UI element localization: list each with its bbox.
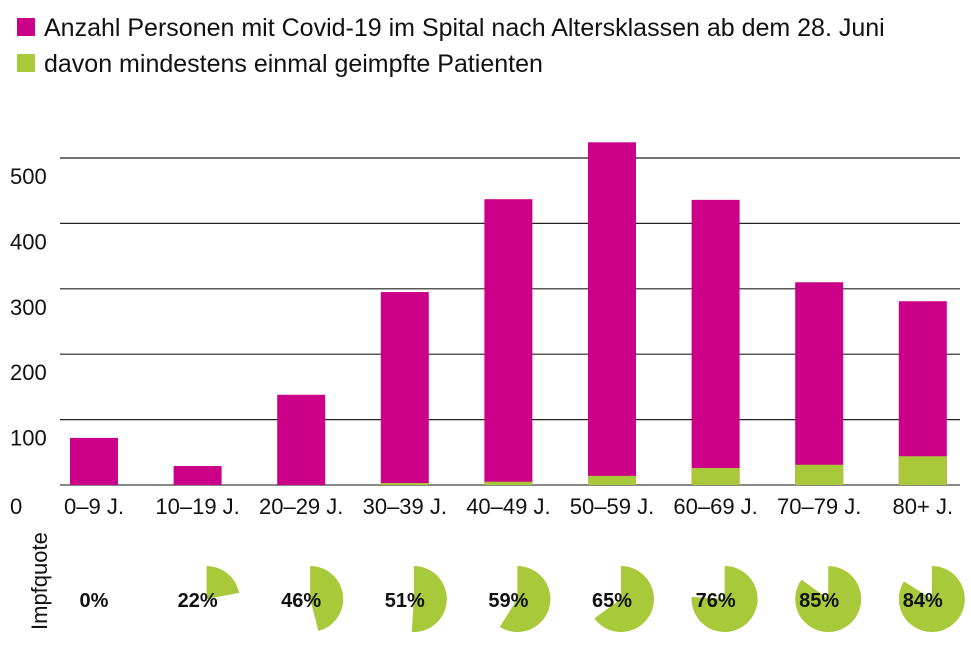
bar-vaccinated bbox=[484, 481, 533, 485]
y-tick-label: 300 bbox=[10, 295, 47, 320]
bar-vaccinated bbox=[380, 483, 429, 485]
x-tick-label: 40–49 J. bbox=[466, 494, 550, 519]
impfquote-value: 76% bbox=[696, 590, 736, 612]
bar-total bbox=[277, 394, 326, 485]
impfquote-value: 22% bbox=[178, 590, 218, 612]
impfquote-pie bbox=[898, 566, 965, 633]
bar-total bbox=[380, 292, 429, 485]
x-tick-label: 30–39 J. bbox=[363, 494, 447, 519]
impfquote-pie bbox=[795, 566, 862, 633]
impfquote-pie bbox=[411, 566, 447, 633]
x-tick-label: 70–79 J. bbox=[777, 494, 861, 519]
impfquote-value: 84% bbox=[903, 590, 943, 612]
impfquote-pie bbox=[206, 566, 240, 599]
x-tick-label: 80+ J. bbox=[893, 494, 954, 519]
impfquote-value: 85% bbox=[799, 590, 839, 612]
impfquote-pie bbox=[310, 566, 344, 631]
y-tick-label: 0 bbox=[10, 494, 22, 519]
bar-vaccinated bbox=[588, 475, 636, 485]
bar-total bbox=[484, 199, 533, 485]
legend-swatch bbox=[17, 54, 35, 72]
y-tick-label: 100 bbox=[10, 426, 47, 451]
y-tick-label: 400 bbox=[10, 229, 47, 254]
x-tick-label: 50–59 J. bbox=[570, 494, 654, 519]
bar-total bbox=[588, 142, 636, 485]
bar-total bbox=[691, 199, 740, 485]
bar-vaccinated bbox=[795, 464, 844, 485]
impfquote-value: 0% bbox=[80, 590, 109, 612]
legend-label: Anzahl Personen mit Covid-19 im Spital n… bbox=[44, 14, 885, 42]
x-tick-label: 60–69 J. bbox=[673, 494, 757, 519]
y-tick-label: 500 bbox=[10, 164, 47, 189]
x-tick-label: 10–19 J. bbox=[155, 494, 239, 519]
impfquote-pie bbox=[691, 566, 758, 632]
bar-vaccinated bbox=[691, 467, 740, 485]
legend-label: davon mindestens einmal geimpfte Patient… bbox=[44, 50, 543, 78]
impfquote-pie bbox=[499, 566, 551, 632]
impfquote-value: 46% bbox=[281, 590, 321, 612]
bar-vaccinated bbox=[898, 456, 947, 485]
impfquote-value: 65% bbox=[592, 590, 632, 612]
x-tick-label: 20–29 J. bbox=[259, 494, 343, 519]
impfquote-value: 51% bbox=[385, 590, 425, 612]
x-tick-label: 0–9 J. bbox=[64, 494, 124, 519]
bar-total bbox=[898, 301, 947, 485]
bar-total bbox=[795, 282, 844, 485]
impfquote-value: 59% bbox=[488, 590, 528, 612]
impfquote-pie bbox=[594, 566, 654, 632]
bar-total bbox=[70, 437, 118, 485]
bar-total bbox=[173, 466, 222, 485]
legend-swatch bbox=[17, 18, 35, 36]
impfquote-label: Impfquote bbox=[27, 532, 52, 630]
y-tick-label: 200 bbox=[10, 360, 47, 385]
